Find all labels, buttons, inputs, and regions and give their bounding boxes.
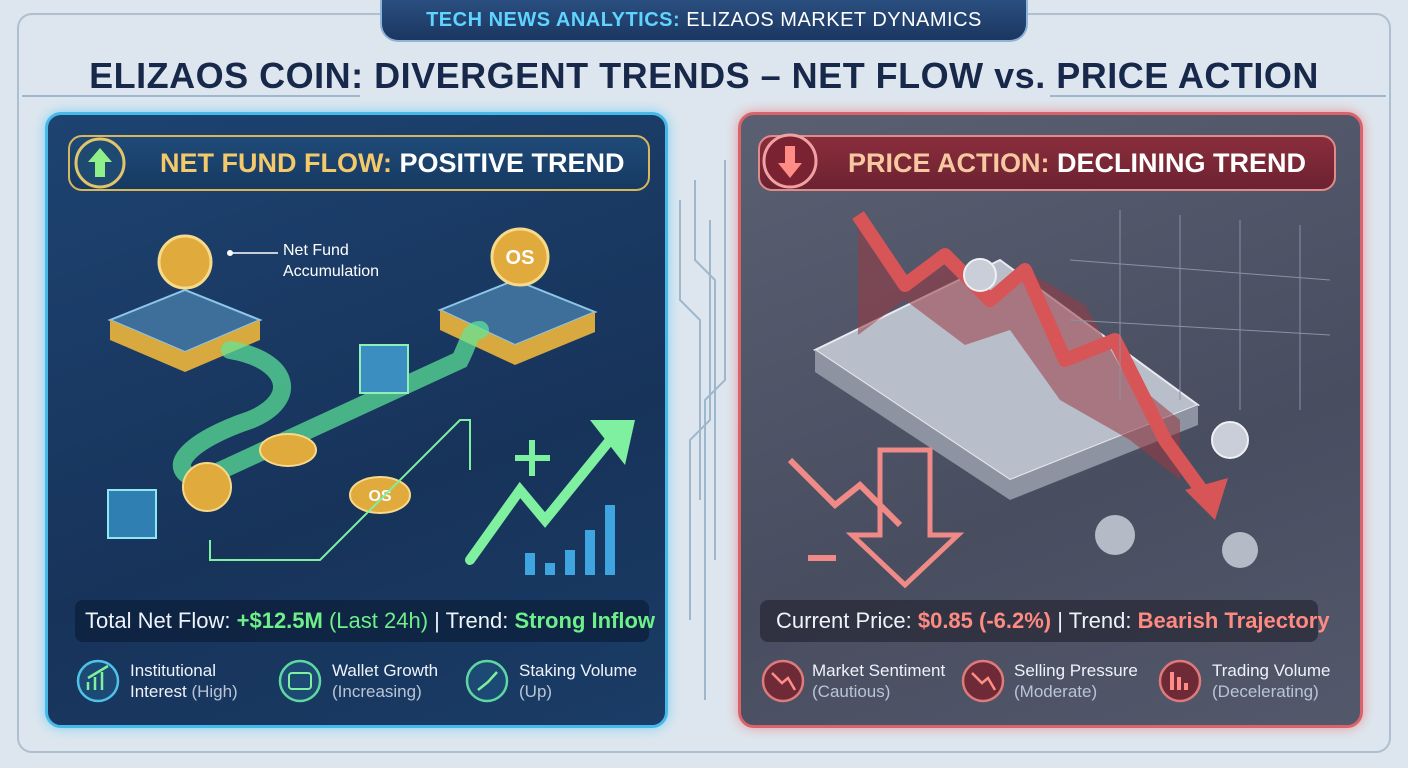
cube	[107, 489, 157, 539]
coin	[963, 258, 997, 292]
annotation-line: Accumulation	[283, 263, 380, 280]
header-tab: TECH NEWS ANALYTICS: ELIZAOS MARKET DYNA…	[380, 0, 1028, 42]
indicator: Market Sentiment (Cautious)	[812, 660, 962, 702]
heading-key: NET FUND FLOW:	[160, 148, 392, 178]
indicator-name: Institutional Interest	[130, 661, 216, 701]
summary-bar: Total Net Flow: +$12.5M (Last 24h) | Tre…	[75, 600, 655, 642]
slab-side	[815, 350, 1198, 500]
summary-bar: Current Price: $0.85 (-6.2%) | Trend: Be…	[760, 600, 1330, 642]
bar-icon	[585, 530, 595, 575]
left-illustration: OS OS	[107, 227, 635, 575]
bars-icon	[525, 505, 615, 575]
summary-trend: Strong Inflow	[514, 608, 656, 633]
heading-value: POSITIVE TREND	[399, 148, 625, 178]
summary-value: $0.85 (-6.2%)	[917, 608, 1052, 633]
icon-glyph	[288, 672, 312, 690]
summary-label: Total Net Flow:	[85, 608, 231, 633]
bg-grid	[1069, 210, 1331, 410]
circuit-line	[704, 160, 726, 700]
annotation-dot	[227, 250, 233, 256]
left-heading: NET FUND FLOW: POSITIVE TREND	[68, 135, 650, 191]
indicator-status: (Cautious)	[812, 682, 891, 701]
bar-icon	[545, 563, 555, 575]
icon-glyph	[477, 671, 498, 691]
coin	[490, 227, 550, 287]
indicator-icon	[278, 659, 322, 703]
indicator-name: Market Sentiment	[812, 661, 946, 680]
indicator: Institutional Interest (High)	[130, 660, 242, 702]
tab-text: ELIZAOS MARKET DYNAMICS	[686, 9, 982, 31]
down-arrow	[778, 146, 802, 178]
indicator-status: (Moderate)	[1014, 682, 1098, 701]
indicator-name: Selling Pressure	[1014, 661, 1138, 680]
indicator: Selling Pressure (Moderate)	[1014, 660, 1154, 702]
circuit-lines	[22, 95, 1386, 700]
circuit-line	[694, 180, 716, 560]
down-arrow-big	[845, 447, 965, 589]
coin	[157, 234, 213, 290]
summary-trend: Bearish Trajectory	[1137, 608, 1330, 633]
growth-arrowhead	[590, 420, 635, 465]
heading-key: PRICE ACTION:	[848, 148, 1050, 178]
icon-glyph	[771, 672, 797, 691]
indicator-name: Wallet Growth	[332, 661, 439, 680]
indicator-icon	[465, 659, 509, 703]
summary-value: +$12.5M	[236, 608, 323, 633]
indicator: Wallet Growth (Increasing)	[332, 660, 462, 702]
indicator-status: (Up)	[519, 682, 553, 701]
plus-sign	[515, 440, 550, 476]
indicator-name: Trading Volume	[1212, 661, 1331, 680]
cube	[359, 344, 409, 394]
indicator-icon	[76, 659, 120, 703]
circuit-line	[689, 220, 711, 620]
annotation: Net Fund Accumulation	[283, 240, 379, 282]
right-illustration	[787, 210, 1331, 589]
indicator: Trading Volume (Decelerating)	[1212, 660, 1352, 702]
grid-line	[1069, 259, 1331, 281]
up-arrow	[88, 148, 112, 177]
broken-coin	[1211, 421, 1249, 459]
circuit-line	[679, 200, 701, 500]
indicator-status: (Decelerating)	[1212, 682, 1319, 701]
bar-icon	[525, 553, 535, 575]
bar-icon	[605, 505, 615, 575]
coin	[259, 433, 317, 467]
indicator: Staking Volume (Up)	[519, 660, 649, 702]
grid-line	[1069, 319, 1331, 336]
indicator-icons	[76, 659, 1202, 703]
heading-value: DECLINING TREND	[1057, 148, 1307, 178]
tab-prefix: TECH NEWS ANALYTICS:	[426, 9, 681, 31]
down-zigzag	[787, 457, 903, 528]
right-heading: PRICE ACTION: DECLINING TREND	[758, 135, 1336, 191]
flow-loop	[209, 419, 471, 561]
bar-icon	[565, 550, 575, 575]
indicator-name: Staking Volume	[519, 661, 638, 680]
summary-period: (Last 24h)	[328, 608, 429, 633]
broken-coin	[1095, 515, 1135, 555]
main-title: ELIZAOS COIN: DIVERGENT TRENDS – NET FLO…	[89, 55, 1319, 96]
indicator-status: (Increasing)	[332, 682, 422, 701]
broken-coin	[1222, 532, 1258, 568]
summary-trend-label: | Trend:	[1057, 608, 1132, 633]
indicator-status: (High)	[191, 682, 238, 701]
coin-label: OS	[506, 247, 535, 269]
flow-pipe	[172, 321, 489, 490]
summary-label: Current Price:	[776, 608, 912, 633]
growth-arrow	[465, 435, 615, 565]
annotation-line: Net Fund	[283, 242, 349, 259]
icon-glyph	[86, 664, 109, 690]
summary-trend-label: | Trend:	[434, 608, 509, 633]
decline-area	[858, 228, 1180, 480]
coin	[182, 462, 232, 512]
decline-arrow	[852, 211, 1211, 500]
icon-glyph	[1170, 672, 1188, 690]
decline-arrowhead	[1185, 478, 1228, 520]
coin-label: OS	[368, 488, 391, 505]
icon-glyph	[971, 672, 997, 691]
